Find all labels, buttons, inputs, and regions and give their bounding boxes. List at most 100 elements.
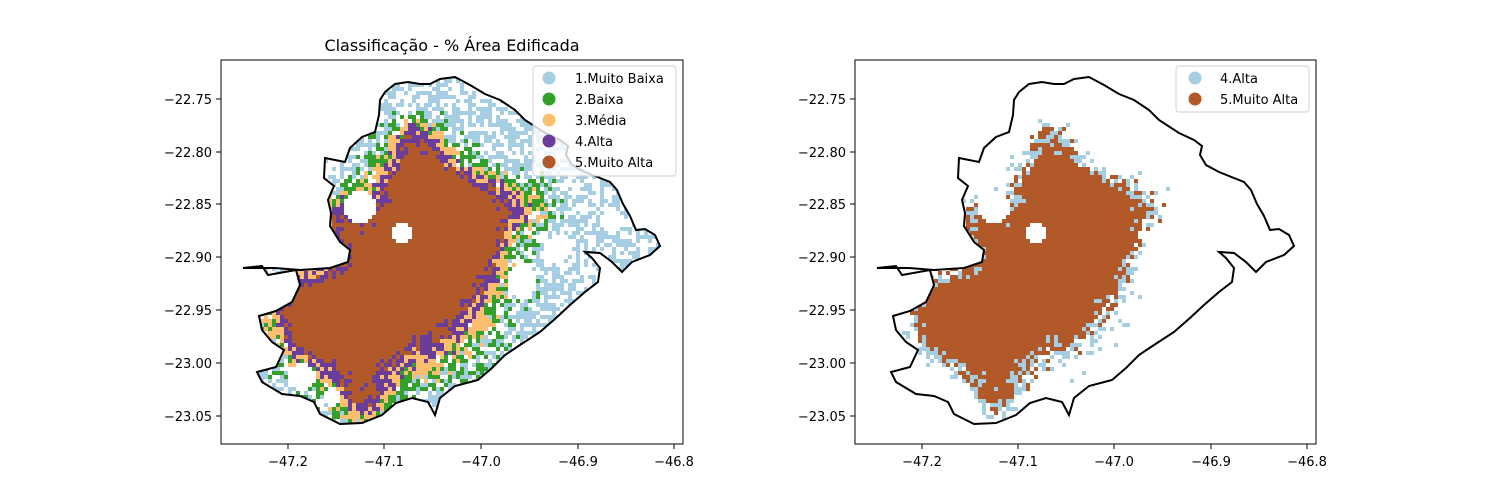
map-cell	[336, 315, 340, 319]
map-cell	[552, 195, 556, 199]
map-cell	[536, 263, 540, 267]
map-cell	[524, 175, 528, 179]
map-cell	[312, 335, 316, 339]
map-cell	[460, 195, 464, 199]
map-cell	[320, 323, 324, 327]
map-cell	[384, 167, 388, 171]
map-cell	[432, 271, 436, 275]
map-cell	[340, 295, 344, 299]
map-cell	[404, 243, 408, 247]
map-cell	[364, 327, 368, 331]
map-cell	[524, 259, 528, 263]
map-cell	[336, 343, 340, 347]
map-cell	[372, 315, 376, 319]
map-cell	[388, 103, 392, 107]
map-cell	[384, 267, 388, 271]
map-cell	[508, 167, 512, 171]
map-cell	[444, 187, 448, 191]
map-cell	[496, 215, 500, 219]
map-cell	[548, 287, 552, 291]
map-cell	[388, 127, 392, 131]
map-cell	[584, 219, 588, 223]
map-cell	[524, 219, 528, 223]
map-cell	[424, 103, 428, 107]
map-cell	[448, 95, 452, 99]
map-cell	[484, 139, 488, 143]
map-cell	[332, 303, 336, 307]
map-cell	[536, 219, 540, 223]
map-cell	[484, 343, 488, 347]
map-cell	[272, 339, 276, 343]
map-cell	[416, 263, 420, 267]
map-cell	[396, 299, 400, 303]
map-cell	[420, 303, 424, 307]
map-cell	[496, 319, 500, 323]
map-cell	[500, 231, 504, 235]
map-cell	[376, 167, 380, 171]
map-cell	[584, 195, 588, 199]
map-cell	[524, 127, 528, 131]
map-cell	[368, 303, 372, 307]
map-cell	[504, 183, 508, 187]
map-cell	[384, 327, 388, 331]
map-cell	[420, 299, 424, 303]
map-cell	[440, 119, 444, 123]
map-cell	[440, 167, 444, 171]
map-cell	[428, 211, 432, 215]
map-cell	[376, 183, 380, 187]
map-cell	[388, 215, 392, 219]
map-cell	[272, 331, 276, 335]
map-cell	[496, 255, 500, 259]
map-cell	[488, 203, 492, 207]
map-cell	[392, 95, 396, 99]
map-cell	[464, 287, 468, 291]
map-cell	[452, 331, 456, 335]
map-cell	[352, 335, 356, 339]
map-cell	[556, 295, 560, 299]
map-cell	[432, 299, 436, 303]
map-cell	[404, 211, 408, 215]
map-cell	[476, 319, 480, 323]
map-cell	[412, 183, 416, 187]
map-cell	[472, 327, 476, 331]
map-cell	[332, 279, 336, 283]
map-cell	[436, 223, 440, 227]
map-cell	[332, 275, 336, 279]
map-cell	[424, 311, 428, 315]
map-cell	[312, 295, 316, 299]
map-cell	[500, 239, 504, 243]
map-cell	[360, 139, 364, 143]
map-cell	[416, 247, 420, 251]
map-cell	[304, 291, 308, 295]
map-cell	[316, 327, 320, 331]
map-cell	[380, 131, 384, 135]
map-cell	[280, 319, 284, 323]
map-cell	[468, 135, 472, 139]
map-cell	[376, 223, 380, 227]
map-cell	[348, 155, 352, 159]
map-cell	[368, 155, 372, 159]
map-cell	[476, 235, 480, 239]
map-cell	[384, 135, 388, 139]
map-cell	[432, 143, 436, 147]
map-cell	[464, 111, 468, 115]
map-cell	[448, 299, 452, 303]
map-cell	[492, 179, 496, 183]
map-cell	[480, 219, 484, 223]
map-cell	[444, 247, 448, 251]
map-cell	[364, 283, 368, 287]
map-cell	[428, 187, 432, 191]
map-cell	[384, 335, 388, 339]
map-cell	[392, 279, 396, 283]
map-cell	[480, 315, 484, 319]
map-cell	[404, 139, 408, 143]
map-cell	[592, 263, 596, 267]
map-cell	[456, 283, 460, 287]
map-cell	[436, 87, 440, 91]
map-cell	[420, 287, 424, 291]
map-cell	[468, 283, 472, 287]
map-cell	[412, 151, 416, 155]
map-cell	[292, 331, 296, 335]
map-cell	[500, 287, 504, 291]
map-cell	[448, 327, 452, 331]
